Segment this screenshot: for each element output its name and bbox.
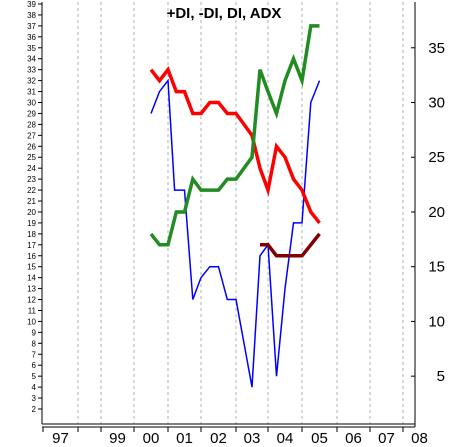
series-line-red (149, 66, 321, 224)
right-axis-ticks: 5 10 15 20 25 30 35 (411, 40, 445, 385)
left-tick-label: 22 (27, 186, 36, 195)
x-tick-label-00: 00 (143, 430, 160, 447)
left-tick-label: 21 (27, 197, 36, 206)
x-tick-label-02: 02 (210, 430, 227, 447)
left-tick-label: 24 (27, 164, 36, 173)
axes (41, 2, 416, 428)
left-tick-label: 17 (27, 241, 36, 250)
left-tick-label: 14 (27, 274, 36, 283)
right-tick-label: 35 (428, 40, 445, 57)
left-tick-label: 29 (27, 109, 36, 118)
x-axis-ticks: 97 99 00 01 02 03 04 05 06 07 08 (42, 427, 428, 447)
right-tick-label: 15 (428, 259, 445, 276)
right-tick-label: 30 (428, 95, 445, 112)
left-tick-label: 19 (27, 219, 36, 228)
x-tick-label-08: 08 (411, 430, 428, 447)
left-tick-label: 39 (27, 0, 36, 9)
series-line-darkred (260, 232, 321, 258)
x-tick-label-05: 05 (311, 430, 328, 447)
series-line-blue (150, 78, 321, 388)
left-tick-label: 36 (27, 33, 36, 42)
x-tick-label-99: 99 (109, 430, 126, 447)
series-line-green (149, 24, 320, 247)
left-tick-label: 10 (27, 317, 36, 326)
left-tick-label: 34 (27, 55, 36, 64)
left-tick-label: 5 (32, 372, 37, 381)
left-tick-label: 15 (27, 263, 36, 272)
left-tick-label: 18 (27, 230, 36, 239)
left-tick-label: 35 (27, 44, 36, 53)
x-tick-label-04: 04 (277, 430, 294, 447)
left-tick-label: 31 (27, 88, 36, 97)
left-tick-label: 6 (32, 361, 37, 370)
left-tick-label: 37 (27, 22, 36, 31)
left-tick-label: 23 (27, 175, 36, 184)
left-tick-label: 3 (32, 394, 37, 403)
x-tick-label-07: 07 (378, 430, 395, 447)
right-tick-label: 10 (428, 313, 445, 330)
right-tick-label: 20 (428, 204, 445, 221)
left-tick-label: 26 (27, 142, 36, 151)
right-tick-label: 5 (437, 368, 445, 385)
x-tick-label-01: 01 (176, 430, 193, 447)
left-tick-label: 13 (27, 285, 36, 294)
left-tick-label: 25 (27, 153, 36, 162)
left-tick-label: 4 (32, 383, 37, 392)
left-tick-label: 32 (27, 77, 36, 86)
right-tick-label: 25 (428, 149, 445, 166)
left-tick-label: 2 (32, 405, 37, 414)
left-tick-label: 33 (27, 66, 36, 75)
left-tick-label: 12 (27, 296, 36, 305)
left-tick-label: 38 (27, 11, 36, 20)
x-tick-label-97: 97 (52, 430, 69, 447)
left-tick-label: 30 (27, 99, 36, 108)
x-tick-label-03: 03 (244, 430, 261, 447)
left-tick-label: 11 (28, 306, 37, 315)
series-lines (149, 24, 321, 388)
left-tick-label: 28 (27, 120, 36, 129)
left-tick-label: 9 (32, 328, 37, 337)
left-tick-label: 16 (27, 252, 36, 261)
left-tick-label: 8 (32, 339, 37, 348)
left-tick-label: 7 (32, 350, 37, 359)
chart-title: +DI, -DI, DI, ADX (167, 5, 282, 22)
x-tick-label-06: 06 (345, 430, 362, 447)
left-tick-label: 20 (27, 208, 36, 217)
left-tick-label: 27 (27, 131, 36, 140)
left-axis-ticks: 2345678910111213141516171819202122232425… (27, 0, 42, 414)
